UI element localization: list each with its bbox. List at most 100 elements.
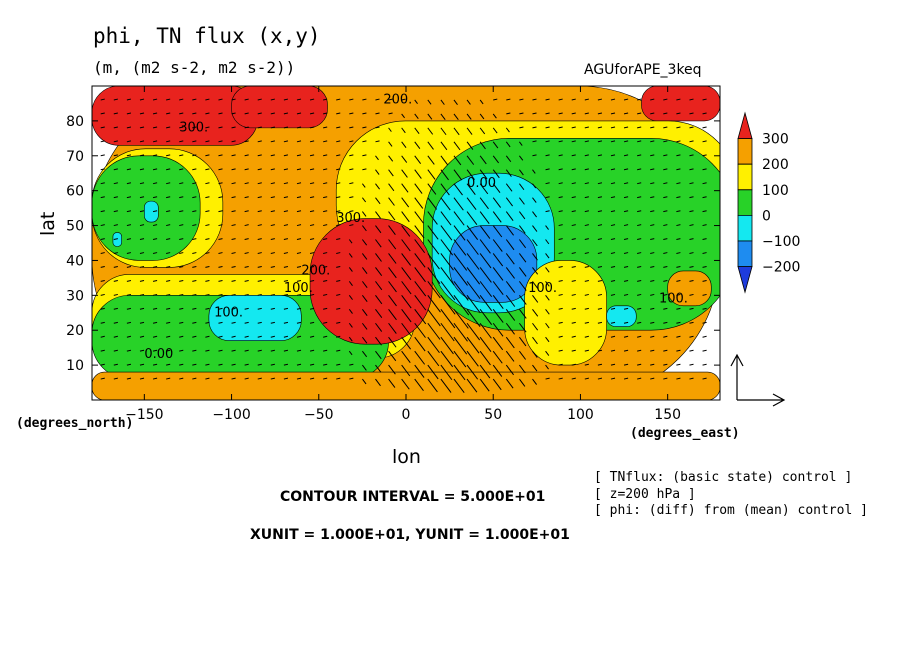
flux-vector <box>375 267 383 277</box>
flux-vector <box>506 112 511 115</box>
flux-vector <box>205 377 210 380</box>
flux-vector <box>375 364 382 373</box>
flux-vector <box>610 182 616 185</box>
contour-label: 0.00 <box>467 176 496 191</box>
flux-vector <box>296 112 302 115</box>
contour-region-17 <box>667 270 712 307</box>
flux-vector <box>401 211 410 223</box>
flux-vector <box>610 335 616 338</box>
flux-vector <box>323 196 328 199</box>
colorbar-label: 300 <box>762 132 789 148</box>
flux-vector <box>336 266 341 268</box>
flux-vector <box>492 336 504 351</box>
flux-vector <box>296 126 302 129</box>
flux-vector <box>492 364 503 377</box>
flux-vector <box>650 224 655 227</box>
flux-vector <box>532 98 537 101</box>
flux-vector <box>637 321 642 324</box>
flux-vector <box>479 99 484 105</box>
flux-vector <box>231 335 236 338</box>
flux-vector <box>309 140 315 143</box>
flux-vector <box>689 293 694 296</box>
flux-vector <box>113 154 118 157</box>
flux-vector <box>453 378 465 394</box>
flux-vector <box>205 182 210 185</box>
flux-vector <box>492 211 502 223</box>
flux-vector <box>466 350 479 367</box>
flux-vector <box>257 293 262 296</box>
flux-vector <box>440 364 453 381</box>
flux-vector <box>492 281 504 295</box>
flux-vector <box>466 99 471 105</box>
flux-vector <box>597 98 603 101</box>
flux-vector <box>545 308 550 315</box>
flux-vector <box>323 349 328 352</box>
flux-vector <box>401 267 412 281</box>
flux-vector <box>650 98 655 101</box>
contour-label: 300. <box>179 120 208 135</box>
flux-vector <box>296 252 302 254</box>
flux-vector <box>637 349 642 352</box>
flux-vector <box>663 377 668 380</box>
flux-vector <box>466 295 481 314</box>
flux-vector <box>689 210 694 213</box>
flux-vector <box>584 168 589 171</box>
flux-vector <box>113 182 118 185</box>
flux-vector <box>192 307 197 310</box>
flux-vector <box>492 295 504 310</box>
flux-vector <box>139 293 145 296</box>
flux-vector <box>218 252 223 254</box>
flux-vector <box>113 307 118 310</box>
flux-vector <box>179 307 184 310</box>
colorbar-segment <box>737 215 753 242</box>
flux-vector <box>361 378 367 385</box>
flux-vector <box>126 126 132 129</box>
flux-vector <box>440 211 452 226</box>
flux-vector <box>348 308 353 314</box>
flux-vector <box>689 154 694 157</box>
flux-vector <box>323 321 328 324</box>
flux-vector <box>100 224 105 227</box>
flux-vector <box>637 112 642 115</box>
flux-vector <box>505 281 516 293</box>
flux-vector <box>296 140 302 143</box>
flux-vector <box>623 112 629 115</box>
flux-vector <box>505 211 514 221</box>
flux-vector <box>518 169 524 176</box>
flux-vector <box>361 267 368 274</box>
flux-vector <box>518 267 527 277</box>
flux-vector <box>663 98 668 101</box>
flux-vector <box>323 238 328 240</box>
colorbar-label: −100 <box>762 234 800 250</box>
flux-vector <box>205 168 210 171</box>
flux-vector <box>571 363 576 366</box>
flux-vector <box>139 98 145 101</box>
flux-vector <box>519 112 524 115</box>
flux-vector <box>689 238 694 240</box>
flux-vector <box>218 279 223 282</box>
flux-vector <box>231 307 236 310</box>
flux-vector <box>349 210 354 213</box>
flux-vector <box>479 350 491 366</box>
flux-vector <box>336 224 341 227</box>
flux-vector <box>453 267 468 286</box>
flux-vector <box>492 113 497 119</box>
flux-vector <box>702 293 707 296</box>
flux-vector <box>179 377 184 380</box>
flux-vector <box>440 141 448 151</box>
chart-subtitle: (m, (m2 s-2, m2 s-2)) <box>93 58 296 77</box>
flux-vector <box>296 377 302 380</box>
flux-vector <box>152 168 158 171</box>
flux-vector <box>348 336 353 342</box>
flux-vector <box>637 182 642 185</box>
flux-vector <box>571 252 576 254</box>
y-tick-label: 30 <box>66 288 84 304</box>
flux-vector <box>100 293 105 296</box>
flux-vector <box>663 238 668 240</box>
flux-vector <box>257 307 262 310</box>
flux-vector <box>113 196 118 199</box>
flux-vector <box>375 155 379 161</box>
flux-vector <box>650 126 655 129</box>
flux-vector <box>427 295 441 313</box>
flux-vector <box>466 183 476 196</box>
